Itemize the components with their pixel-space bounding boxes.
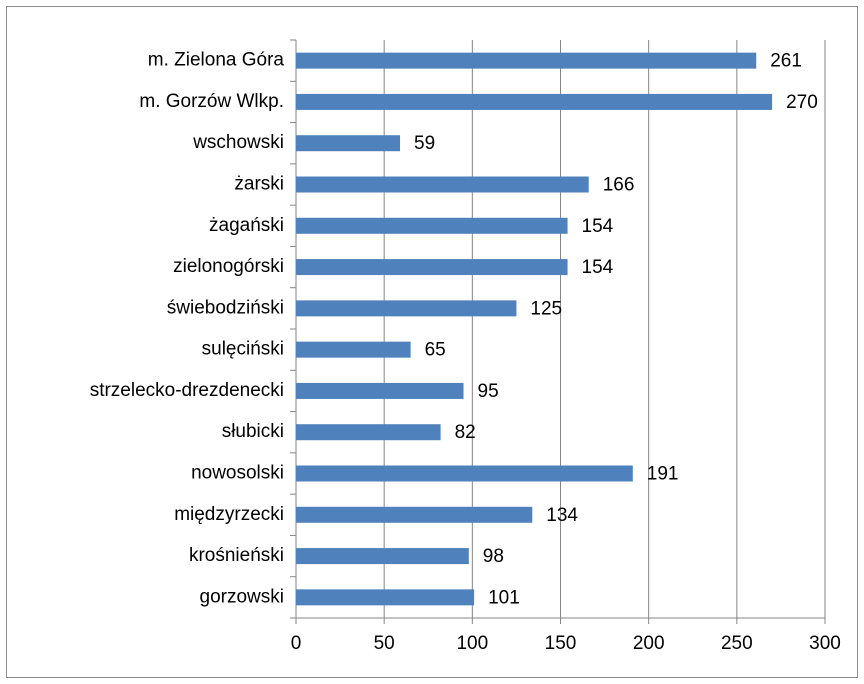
data-label: 154 [582, 216, 614, 237]
y-tick-label: gorzowski [200, 586, 284, 607]
bar [296, 548, 469, 565]
bar [296, 176, 589, 193]
y-tick-label: nowosolski [191, 463, 284, 484]
data-label: 98 [483, 546, 504, 567]
data-label: 59 [414, 133, 435, 154]
y-tick-label: żagański [209, 215, 284, 236]
bar [296, 424, 441, 441]
bar [296, 341, 411, 358]
y-tick-label: słubicki [222, 421, 284, 442]
x-tick-label: 50 [374, 633, 395, 654]
data-label: 82 [455, 422, 476, 443]
y-tick-label: sulęciński [202, 339, 284, 360]
data-label: 154 [582, 257, 614, 278]
data-label: 191 [647, 464, 679, 485]
bar [296, 589, 475, 606]
bar [296, 217, 568, 234]
data-label: 166 [603, 175, 635, 196]
x-tick-label: 300 [809, 633, 841, 654]
bar [296, 382, 464, 399]
y-tick-label: krośnieński [189, 545, 284, 566]
y-tick-label: wschowski [192, 132, 284, 153]
y-tick-label: strzelecko-drezdenecki [90, 380, 284, 401]
y-tick-label: międzyrzecki [174, 504, 284, 525]
y-tick-label: zielonogórski [173, 256, 284, 277]
x-tick-label: 150 [545, 633, 577, 654]
data-label: 134 [546, 505, 578, 526]
y-tick-label: m. Gorzów Wlkp. [139, 91, 284, 112]
bar [296, 52, 757, 69]
x-tick-label: 100 [456, 633, 488, 654]
y-tick-label: żarski [234, 174, 284, 195]
x-tick-label: 250 [721, 633, 753, 654]
bar [296, 259, 568, 276]
data-label: 270 [786, 92, 818, 113]
y-tick-label: m. Zielona Góra [148, 50, 285, 71]
bar [296, 300, 517, 317]
bar [296, 506, 533, 523]
bar [296, 135, 401, 152]
x-tick-label: 200 [633, 633, 665, 654]
bar [296, 465, 633, 482]
data-label: 65 [425, 340, 446, 361]
data-label: 95 [478, 381, 499, 402]
data-label: 261 [770, 51, 802, 72]
data-label: 101 [488, 587, 520, 608]
x-tick-label: 0 [291, 633, 302, 654]
y-tick-label: świebodziński [167, 297, 284, 318]
bar [296, 93, 773, 110]
data-label: 125 [530, 298, 562, 319]
chart-border [6, 6, 858, 678]
